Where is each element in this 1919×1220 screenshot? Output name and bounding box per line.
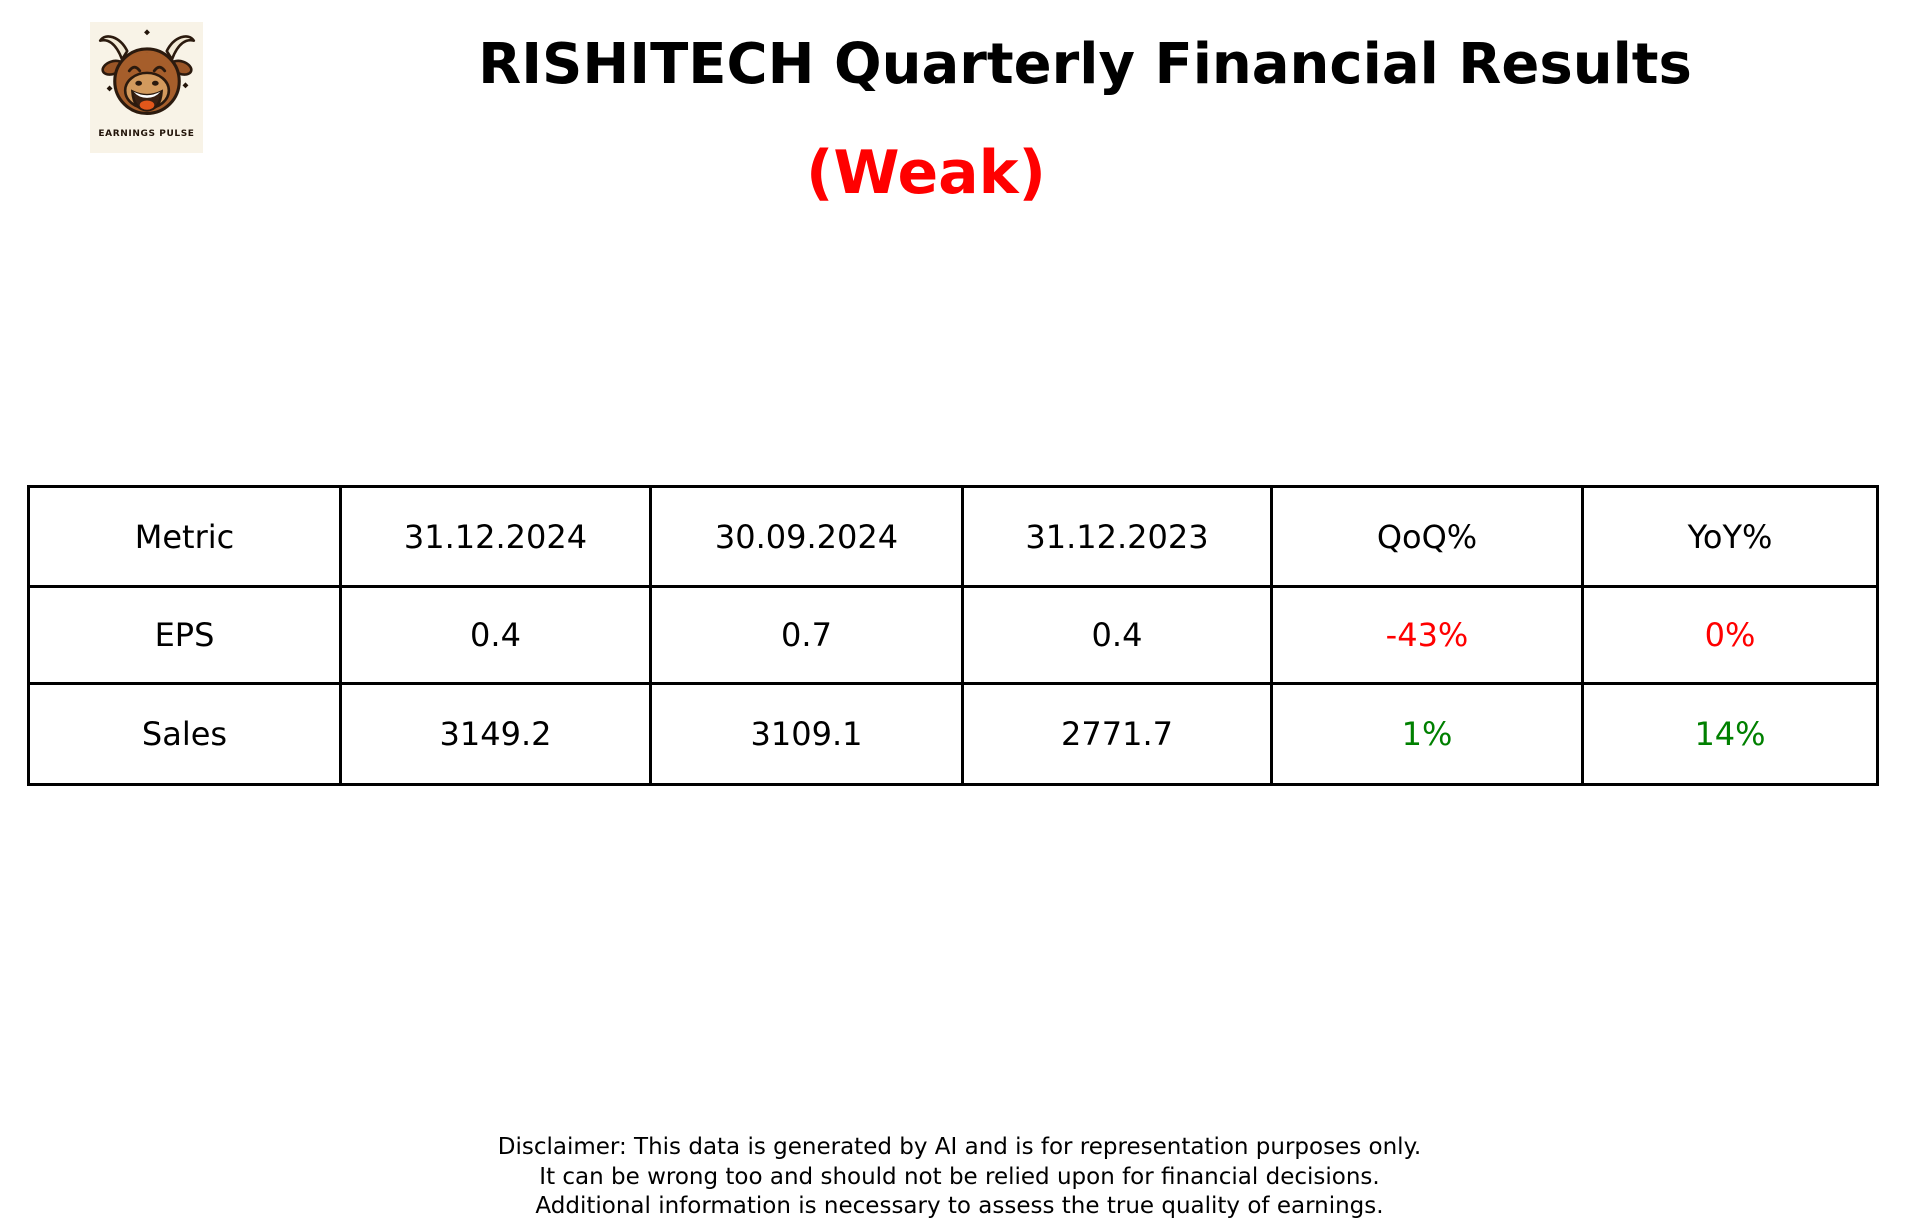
eps-metric-cell: EPS (27, 585, 342, 685)
disclaimer-line-2: It can be wrong too and should not be re… (539, 1163, 1380, 1190)
sales-metric-cell: Sales (27, 682, 342, 786)
col-header-yoy: YoY% (1581, 485, 1879, 588)
table-row-sales: Sales 3149.2 3109.1 2771.7 1% 14% (27, 682, 1879, 786)
sales-previous-cell: 3109.1 (649, 682, 964, 786)
page-title: RISHITECH Quarterly Financial Results (478, 32, 1692, 97)
disclaimer: Disclaimer: This data is generated by AI… (0, 1133, 1919, 1220)
sales-qoq-cell: 1% (1270, 682, 1584, 786)
financial-results-table: Metric 31.12.2024 30.09.2024 31.12.2023 … (27, 485, 1879, 786)
table-header-row: Metric 31.12.2024 30.09.2024 31.12.2023 … (27, 485, 1879, 588)
col-header-q-previous: 30.09.2024 (649, 485, 964, 588)
eps-yearago-cell: 0.4 (961, 585, 1273, 685)
table-row-eps: EPS 0.4 0.7 0.4 -43% 0% (27, 585, 1879, 685)
col-header-metric: Metric (27, 485, 342, 588)
col-header-qoq: QoQ% (1270, 485, 1584, 588)
disclaimer-line-3: Additional information is necessary to a… (535, 1193, 1384, 1219)
sales-yearago-cell: 2771.7 (961, 682, 1273, 786)
bull-cartoon-icon (98, 29, 195, 115)
eps-qoq-cell: -43% (1270, 585, 1584, 685)
eps-previous-cell: 0.7 (649, 585, 964, 685)
sales-yoy-cell: 14% (1581, 682, 1879, 786)
disclaimer-line-1: Disclaimer: This data is generated by AI… (497, 1134, 1422, 1160)
brand-name: EARNINGS PULSE (98, 129, 195, 139)
sales-current-cell: 3149.2 (339, 682, 652, 786)
col-header-q-current: 31.12.2024 (339, 485, 652, 588)
brand-logo: EARNINGS PULSE (90, 22, 203, 153)
col-header-q-yearago: 31.12.2023 (961, 485, 1273, 588)
verdict-label: (Weak) (806, 138, 1046, 208)
eps-yoy-cell: 0% (1581, 585, 1879, 685)
eps-current-cell: 0.4 (339, 585, 652, 685)
